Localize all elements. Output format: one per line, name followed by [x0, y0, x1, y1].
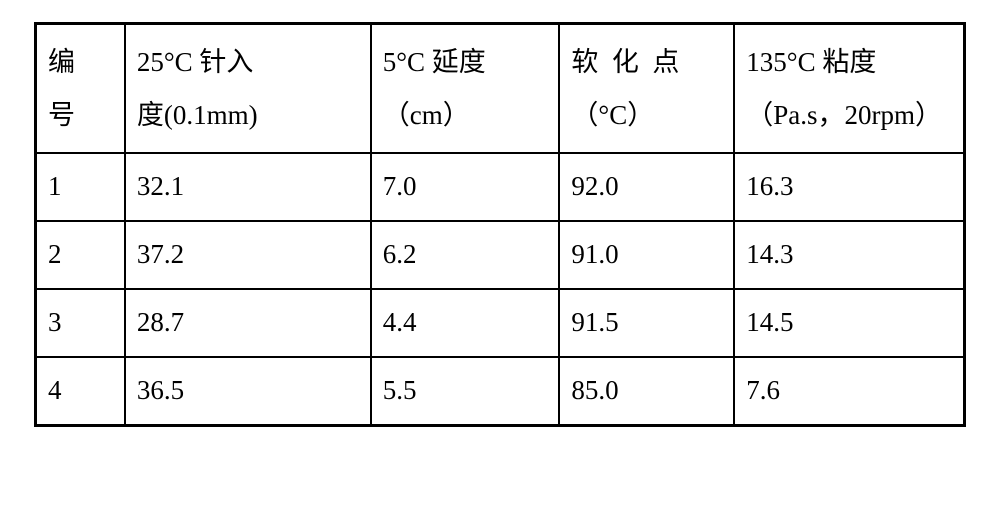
header-viscosity: 135°C 粘度 （Pa.s，20rpm） [734, 24, 964, 154]
cell-viscosity: 14.5 [734, 289, 964, 357]
header-penetration-line2: 度(0.1mm) [137, 100, 258, 130]
cell-viscosity-text: 7.6 [736, 359, 962, 422]
header-id: 编 号 [36, 24, 125, 154]
table-row: 1 32.1 7.0 92.0 16.3 [36, 153, 965, 221]
header-softening-point-line2: （°C） [571, 100, 654, 130]
cell-id-text: 2 [38, 223, 123, 286]
cell-ductility-text: 4.4 [373, 291, 558, 354]
header-penetration-line1: 25°C 针入 [137, 47, 254, 77]
cell-id-text: 4 [38, 359, 123, 422]
cell-ductility-text: 7.0 [373, 155, 558, 218]
cell-ductility-text: 5.5 [373, 359, 558, 422]
cell-viscosity: 14.3 [734, 221, 964, 289]
cell-softening: 92.0 [559, 153, 734, 221]
cell-softening-text: 85.0 [561, 359, 732, 422]
cell-penetration-text: 32.1 [127, 155, 369, 218]
cell-softening: 91.5 [559, 289, 734, 357]
header-viscosity-line1: 135°C 粘度 [746, 47, 876, 77]
cell-viscosity: 16.3 [734, 153, 964, 221]
cell-id: 4 [36, 357, 125, 425]
cell-viscosity: 7.6 [734, 357, 964, 425]
cell-penetration: 37.2 [125, 221, 371, 289]
cell-id: 3 [36, 289, 125, 357]
cell-softening: 85.0 [559, 357, 734, 425]
table-header-row: 编 号 25°C 针入 度(0.1mm) 5°C 延度 （cm） [36, 24, 965, 154]
cell-ductility: 5.5 [371, 357, 560, 425]
header-ductility-line2: （cm） [383, 100, 470, 130]
cell-viscosity-text: 14.5 [736, 291, 962, 354]
cell-penetration: 28.7 [125, 289, 371, 357]
header-ductility-text: 5°C 延度 （cm） [373, 26, 558, 151]
header-softening-point: 软化点 （°C） [559, 24, 734, 154]
cell-ductility: 7.0 [371, 153, 560, 221]
header-id-line1: 编 [48, 47, 75, 77]
header-id-line2: 号 [48, 100, 75, 130]
cell-ductility: 4.4 [371, 289, 560, 357]
cell-id: 1 [36, 153, 125, 221]
cell-softening-text: 92.0 [561, 155, 732, 218]
table-row: 2 37.2 6.2 91.0 14.3 [36, 221, 965, 289]
cell-softening: 91.0 [559, 221, 734, 289]
header-ductility: 5°C 延度 （cm） [371, 24, 560, 154]
cell-id: 2 [36, 221, 125, 289]
cell-softening-text: 91.5 [561, 291, 732, 354]
cell-viscosity-text: 14.3 [736, 223, 962, 286]
header-softening-point-text: 软化点 （°C） [561, 26, 732, 151]
table-row: 4 36.5 5.5 85.0 7.6 [36, 357, 965, 425]
header-penetration-text: 25°C 针入 度(0.1mm) [127, 26, 369, 151]
header-softening-point-line1: 软化点 [571, 47, 693, 77]
cell-penetration-text: 37.2 [127, 223, 369, 286]
header-viscosity-line2: （Pa.s，20rpm） [746, 100, 942, 130]
cell-penetration-text: 28.7 [127, 291, 369, 354]
table-container: 编 号 25°C 针入 度(0.1mm) 5°C 延度 （cm） [0, 0, 1000, 449]
header-ductility-line1: 5°C 延度 [383, 47, 486, 77]
header-id-text: 编 号 [38, 26, 123, 151]
cell-penetration: 36.5 [125, 357, 371, 425]
header-viscosity-text: 135°C 粘度 （Pa.s，20rpm） [736, 26, 962, 151]
cell-id-text: 3 [38, 291, 123, 354]
header-penetration: 25°C 针入 度(0.1mm) [125, 24, 371, 154]
cell-viscosity-text: 16.3 [736, 155, 962, 218]
cell-softening-text: 91.0 [561, 223, 732, 286]
cell-id-text: 1 [38, 155, 123, 218]
cell-penetration: 32.1 [125, 153, 371, 221]
cell-penetration-text: 36.5 [127, 359, 369, 422]
cell-ductility: 6.2 [371, 221, 560, 289]
materials-data-table: 编 号 25°C 针入 度(0.1mm) 5°C 延度 （cm） [34, 22, 966, 427]
table-row: 3 28.7 4.4 91.5 14.5 [36, 289, 965, 357]
cell-ductility-text: 6.2 [373, 223, 558, 286]
